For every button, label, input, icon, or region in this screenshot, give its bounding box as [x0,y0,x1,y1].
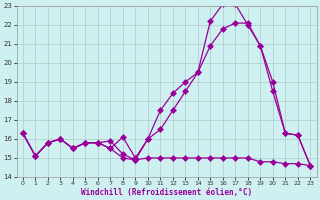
X-axis label: Windchill (Refroidissement éolien,°C): Windchill (Refroidissement éolien,°C) [81,188,252,197]
